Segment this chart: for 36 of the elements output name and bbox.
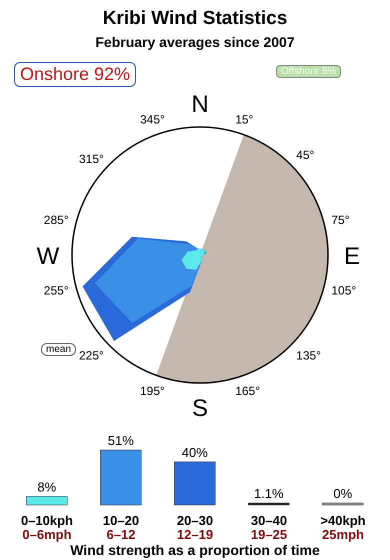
chart-subtitle: February averages since 2007 xyxy=(95,34,295,50)
text: Onshore 92% xyxy=(14,62,136,87)
text: W xyxy=(36,243,60,270)
x-axis-title: Wind strength as a proportion of time xyxy=(69,542,321,558)
x-tick-label: 10–20 6–12 xyxy=(102,513,140,542)
spoke-label: 255° xyxy=(44,283,69,298)
data-label: 1.1% xyxy=(254,486,284,501)
bar xyxy=(100,450,142,506)
spoke-label: 135° xyxy=(296,348,322,363)
spoke-label: 345° xyxy=(140,112,165,127)
spoke-label: 315° xyxy=(79,152,104,166)
spoke-label: 165° xyxy=(235,384,260,398)
spoke-label: 225° xyxy=(79,348,104,363)
bar xyxy=(248,502,290,506)
bar xyxy=(174,462,216,506)
spoke-label: 105° xyxy=(331,283,356,298)
text: S xyxy=(192,395,208,422)
data-label: 0% xyxy=(333,486,353,501)
x-tick-label: 30–40 19–25 xyxy=(250,513,288,542)
x-tick-label: 20–30 12–19 xyxy=(176,513,214,542)
spoke-label: 195° xyxy=(140,384,165,398)
data-label: 8% xyxy=(37,479,57,494)
chart-title: Kribi Wind Statistics xyxy=(102,8,288,29)
x-tick-label: >40kph 25mph xyxy=(320,513,366,542)
spoke-label: 285° xyxy=(44,213,69,228)
bar xyxy=(26,496,68,506)
spoke-label: 15° xyxy=(235,112,254,127)
x-tick-label: 0–10kph 0–6mph xyxy=(20,513,74,542)
text: Offshore 8% xyxy=(276,65,342,78)
spoke-label: 45° xyxy=(296,148,315,162)
text: mean xyxy=(41,343,76,356)
spoke-label: 75° xyxy=(331,213,350,228)
data-label: 51% xyxy=(108,433,134,448)
text: N xyxy=(191,91,209,118)
data-label: 40% xyxy=(182,444,208,460)
text: E xyxy=(344,243,360,270)
